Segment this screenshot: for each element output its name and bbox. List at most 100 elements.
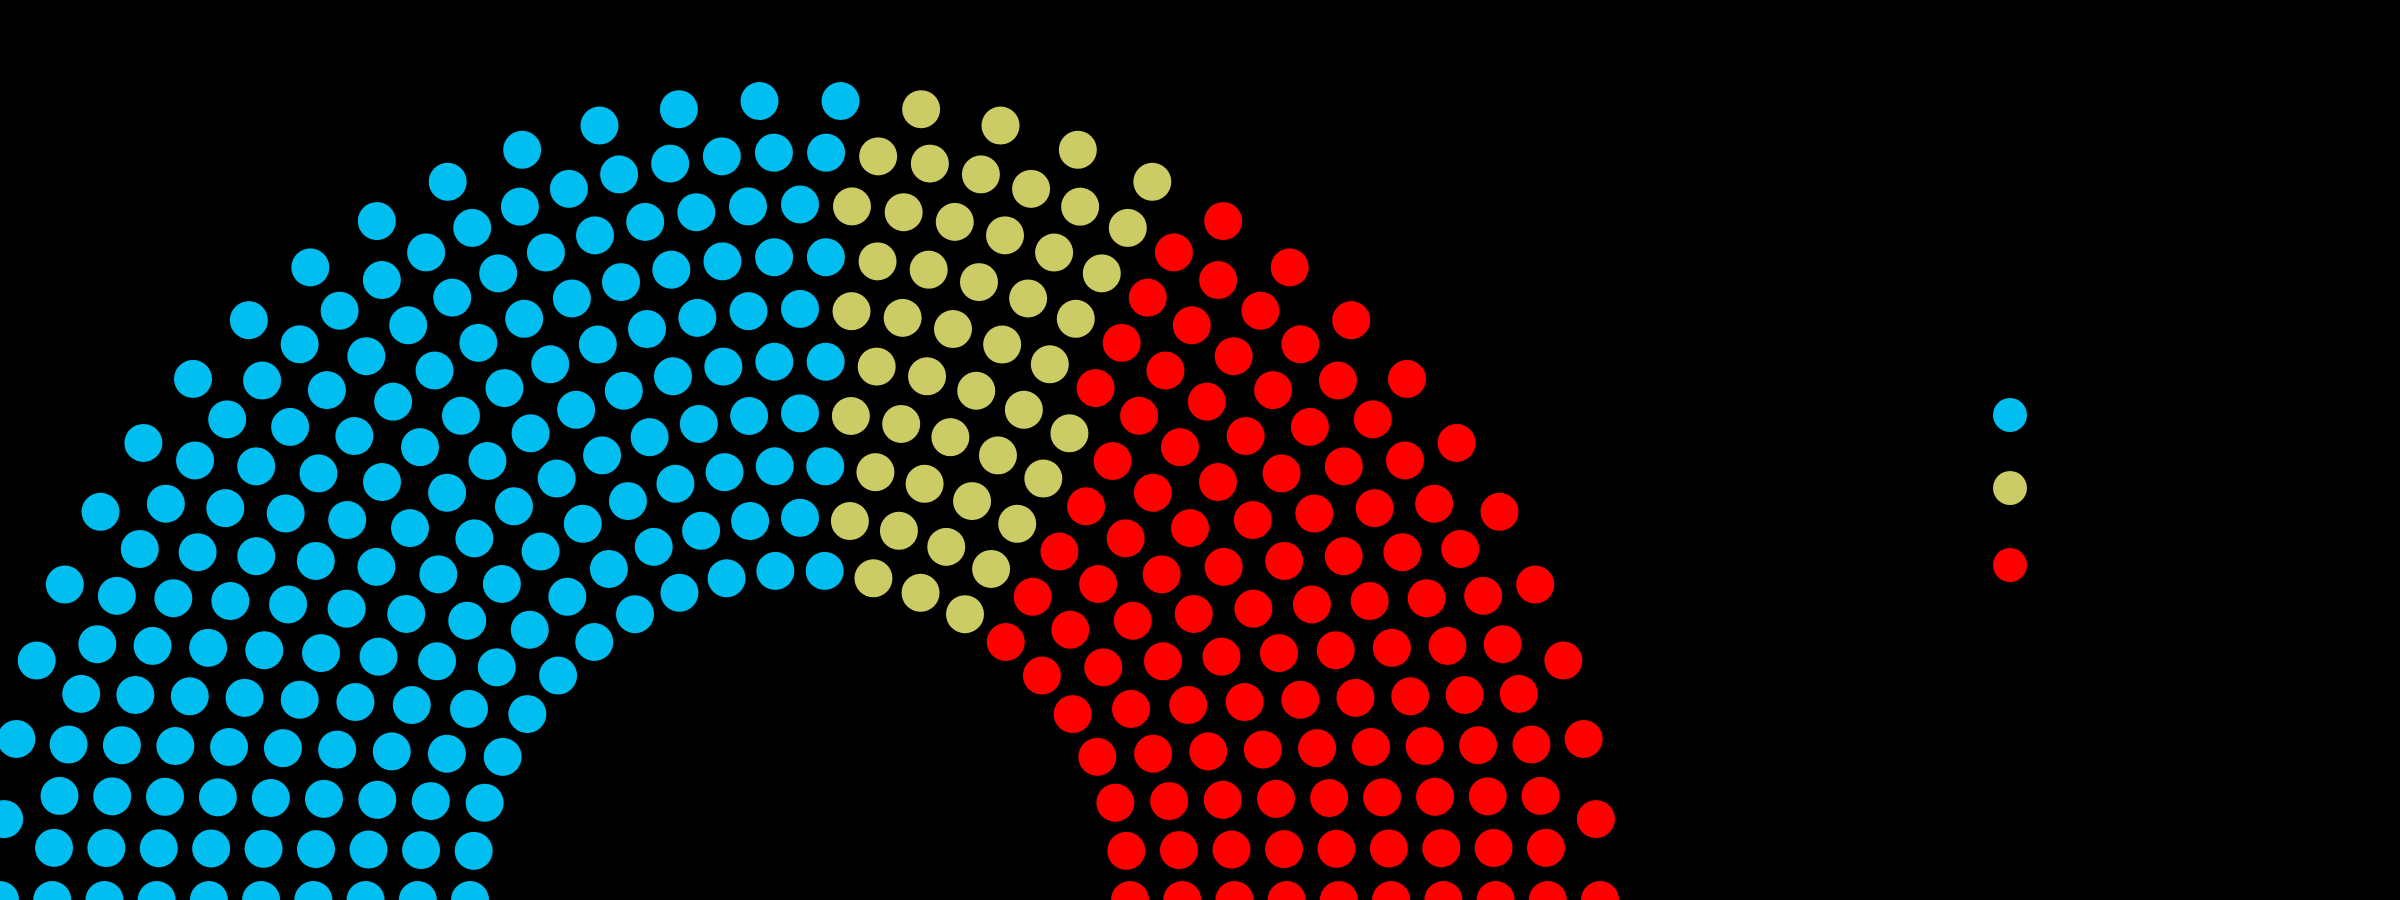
seat-blue-group[interactable] <box>503 130 542 169</box>
seat-red-group[interactable] <box>1290 407 1329 446</box>
seat-red-group[interactable] <box>1350 582 1389 621</box>
seat-blue-group[interactable] <box>45 565 84 604</box>
seat-red-group[interactable] <box>1171 509 1210 548</box>
seat-khaki-group[interactable] <box>1082 254 1121 293</box>
seat-blue-group[interactable] <box>208 400 247 439</box>
seat-red-group[interactable] <box>1581 881 1619 900</box>
seat-red-group[interactable] <box>1521 776 1560 815</box>
seat-khaki-group[interactable] <box>1004 390 1043 429</box>
seat-blue-group[interactable] <box>210 728 249 767</box>
seat-khaki-group[interactable] <box>910 144 949 183</box>
seat-blue-group[interactable] <box>363 463 402 502</box>
seat-red-group[interactable] <box>1259 634 1298 673</box>
seat-blue-group[interactable] <box>500 187 539 226</box>
seat-blue-group[interactable] <box>526 233 565 272</box>
seat-red-group[interactable] <box>1142 555 1181 594</box>
seat-red-group[interactable] <box>1212 830 1251 869</box>
seat-blue-group[interactable] <box>243 361 282 400</box>
seat-blue-group[interactable] <box>682 511 721 550</box>
seat-blue-group[interactable] <box>537 459 576 498</box>
seat-red-group[interactable] <box>1316 631 1355 670</box>
seat-blue-group[interactable] <box>477 648 516 687</box>
seat-red-group[interactable] <box>1013 577 1052 616</box>
seat-red-group[interactable] <box>1022 656 1061 695</box>
seat-blue-group[interactable] <box>192 829 231 868</box>
seat-red-group[interactable] <box>1441 529 1480 568</box>
seat-red-group[interactable] <box>1187 382 1226 421</box>
seat-blue-group[interactable] <box>297 830 335 869</box>
seat-red-group[interactable] <box>1154 233 1193 272</box>
seat-khaki-group[interactable] <box>1056 299 1095 338</box>
seat-blue-group[interactable] <box>320 291 359 330</box>
seat-khaki-group[interactable] <box>1024 459 1063 498</box>
seat-red-group[interactable] <box>1128 278 1167 317</box>
seat-blue-group[interactable] <box>702 137 741 176</box>
seat-blue-group[interactable] <box>600 155 639 194</box>
seat-blue-group[interactable] <box>483 737 522 776</box>
seat-red-group[interactable] <box>1159 831 1198 870</box>
seat-red-group[interactable] <box>1385 441 1424 480</box>
seat-red-group[interactable] <box>1476 881 1515 900</box>
seat-blue-group[interactable] <box>49 725 88 764</box>
seat-khaki-group[interactable] <box>832 187 871 226</box>
seat-red-group[interactable] <box>1298 729 1337 768</box>
seat-red-group[interactable] <box>1353 400 1392 439</box>
seat-blue-group[interactable] <box>465 783 504 822</box>
seat-red-group[interactable] <box>1388 359 1427 398</box>
seat-blue-group[interactable] <box>740 82 779 121</box>
seat-red-group[interactable] <box>1134 734 1173 773</box>
legend-item-blue-swatch[interactable] <box>1993 398 2027 432</box>
seat-blue-group[interactable] <box>97 576 136 615</box>
seat-khaki-group[interactable] <box>1058 130 1097 169</box>
seat-blue-group[interactable] <box>428 473 467 512</box>
seat-blue-group[interactable] <box>628 310 667 349</box>
seat-blue-group[interactable] <box>589 549 628 588</box>
seat-red-group[interactable] <box>1424 881 1463 900</box>
seat-blue-group[interactable] <box>575 623 614 661</box>
seat-red-group[interactable] <box>1257 779 1296 818</box>
seat-red-group[interactable] <box>1391 677 1430 716</box>
seat-blue-group[interactable] <box>656 464 695 503</box>
seat-blue-group[interactable] <box>206 489 245 528</box>
seat-red-group[interactable] <box>1324 447 1363 486</box>
seat-blue-group[interactable] <box>280 325 319 364</box>
seat-blue-group[interactable] <box>729 292 768 331</box>
seat-blue-group[interactable] <box>0 719 36 758</box>
seat-blue-group[interactable] <box>626 202 665 241</box>
seat-khaki-group[interactable] <box>856 453 895 492</box>
seat-red-group[interactable] <box>1576 800 1615 839</box>
seat-khaki-group[interactable] <box>953 482 992 521</box>
seat-blue-group[interactable] <box>604 371 643 410</box>
seat-red-group[interactable] <box>1053 695 1092 734</box>
seat-red-group[interactable] <box>1204 547 1243 586</box>
seat-blue-group[interactable] <box>455 519 494 558</box>
seat-red-group[interactable] <box>1405 727 1444 766</box>
seat-blue-group[interactable] <box>170 677 209 716</box>
seat-red-group[interactable] <box>1464 576 1503 615</box>
seat-blue-group[interactable] <box>17 641 56 680</box>
seat-khaki-group[interactable] <box>983 325 1022 364</box>
seat-blue-group[interactable] <box>415 351 454 390</box>
seat-blue-group[interactable] <box>731 502 770 541</box>
seat-blue-group[interactable] <box>211 582 250 621</box>
seat-red-group[interactable] <box>1146 351 1185 390</box>
seat-khaki-group[interactable] <box>905 464 944 503</box>
seat-red-group[interactable] <box>1295 494 1334 533</box>
seat-blue-group[interactable] <box>730 397 769 435</box>
seat-khaki-group[interactable] <box>859 137 898 176</box>
seat-red-group[interactable] <box>1163 881 1202 900</box>
seat-red-group[interactable] <box>1369 829 1408 868</box>
seat-red-group[interactable] <box>1372 881 1411 900</box>
seat-khaki-group[interactable] <box>883 298 922 337</box>
seat-red-group[interactable] <box>1564 719 1603 758</box>
seat-blue-group[interactable] <box>124 423 163 462</box>
seat-blue-group[interactable] <box>269 585 308 624</box>
seat-blue-group[interactable] <box>398 881 437 900</box>
seat-blue-group[interactable] <box>401 428 440 467</box>
seat-khaki-group[interactable] <box>901 573 940 612</box>
seat-red-group[interactable] <box>1512 725 1551 764</box>
seat-red-group[interactable] <box>1480 492 1519 531</box>
seat-blue-group[interactable] <box>189 881 228 900</box>
seat-blue-group[interactable] <box>0 800 24 839</box>
seat-khaki-group[interactable] <box>1012 169 1051 208</box>
